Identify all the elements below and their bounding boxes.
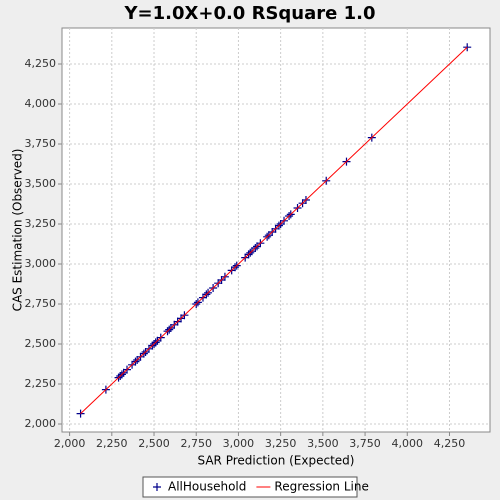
x-tick-label: 2,750: [180, 437, 212, 450]
y-tick-label: 2,500: [25, 337, 57, 350]
x-tick-label: 2,500: [138, 437, 170, 450]
legend-label: Regression Line: [274, 480, 368, 494]
y-tick-label: 3,000: [25, 257, 57, 270]
x-tick-label: 3,500: [307, 437, 339, 450]
legend: [142, 476, 358, 498]
x-tick-label: 2,000: [54, 437, 86, 450]
x-tick-label: 3,250: [265, 437, 297, 450]
y-tick-label: 3,500: [25, 177, 57, 190]
legend-label: AllHousehold: [168, 480, 246, 494]
x-axis-label: SAR Prediction (Expected): [198, 454, 355, 468]
y-tick-label: 4,000: [25, 97, 57, 110]
regression-line: [80, 46, 468, 414]
x-tick-label: 2,250: [96, 437, 128, 450]
legend-swatch: [153, 483, 161, 491]
y-tick-label: 2,000: [25, 417, 57, 430]
x-tick-label: 3,000: [223, 437, 255, 450]
y-axis-label: CAS Estimation (Observed): [11, 149, 25, 312]
chart-title: Y=1.0X+0.0 RSquare 1.0: [123, 3, 375, 24]
y-tick-label: 2,250: [25, 377, 57, 390]
y-tick-label: 4,250: [25, 57, 57, 70]
x-tick-label: 3,750: [349, 437, 381, 450]
y-tick-label: 3,250: [25, 217, 57, 230]
x-tick-label: 4,250: [434, 437, 466, 450]
y-tick-label: 3,750: [25, 137, 57, 150]
x-tick-label: 4,000: [392, 437, 424, 450]
y-tick-label: 2,750: [25, 297, 57, 310]
